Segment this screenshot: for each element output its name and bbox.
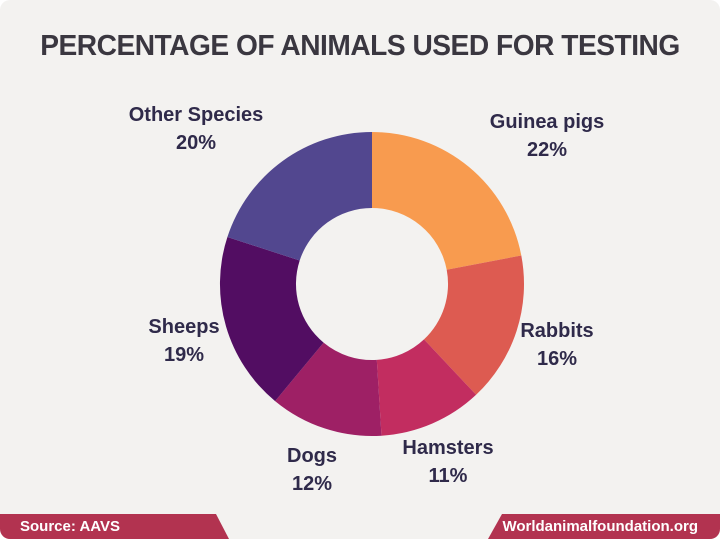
segment-name: Hamsters [402, 437, 494, 459]
donut-segment-rabbits [424, 255, 525, 395]
donut-segment-other-species [227, 131, 372, 261]
donut-segment-hamsters [376, 339, 477, 436]
donut-segment-sheeps [219, 237, 324, 402]
segment-value: 12% [291, 473, 333, 495]
website-banner: Worldanimalfoundation.org [488, 514, 720, 539]
segment-name: Sheeps [148, 316, 220, 338]
source-banner: Source: AAVS [0, 514, 229, 539]
segment-value: 20% [175, 132, 217, 154]
segment-name: Guinea pigs [489, 111, 605, 133]
website-label: Worldanimalfoundation.org [502, 518, 698, 535]
page-title: PERCENTAGE OF ANIMALS USED FOR TESTING [40, 30, 680, 62]
segment-label-dogs: Dogs 12% [287, 442, 337, 498]
segment-label-other-species: Other Species 20% [129, 101, 264, 157]
segment-label-sheeps: Sheeps 19% [148, 313, 219, 369]
segment-value: 11% [428, 465, 468, 487]
segment-label-hamsters: Hamsters 11% [402, 434, 493, 490]
source-label: Source: AAVS [20, 518, 121, 535]
donut-segment-dogs [275, 342, 382, 436]
segment-name: Dogs [287, 445, 337, 467]
segment-label-guinea-pigs: Guinea pigs 22% [490, 108, 604, 164]
segment-value: 22% [526, 139, 568, 161]
donut-segment-guinea-pigs [372, 132, 522, 270]
segment-name: Rabbits [520, 320, 594, 342]
segment-name: Other Species [128, 104, 264, 126]
segment-value: 19% [163, 344, 205, 366]
segment-label-rabbits: Rabbits 16% [520, 317, 593, 373]
segment-value: 16% [536, 348, 578, 370]
